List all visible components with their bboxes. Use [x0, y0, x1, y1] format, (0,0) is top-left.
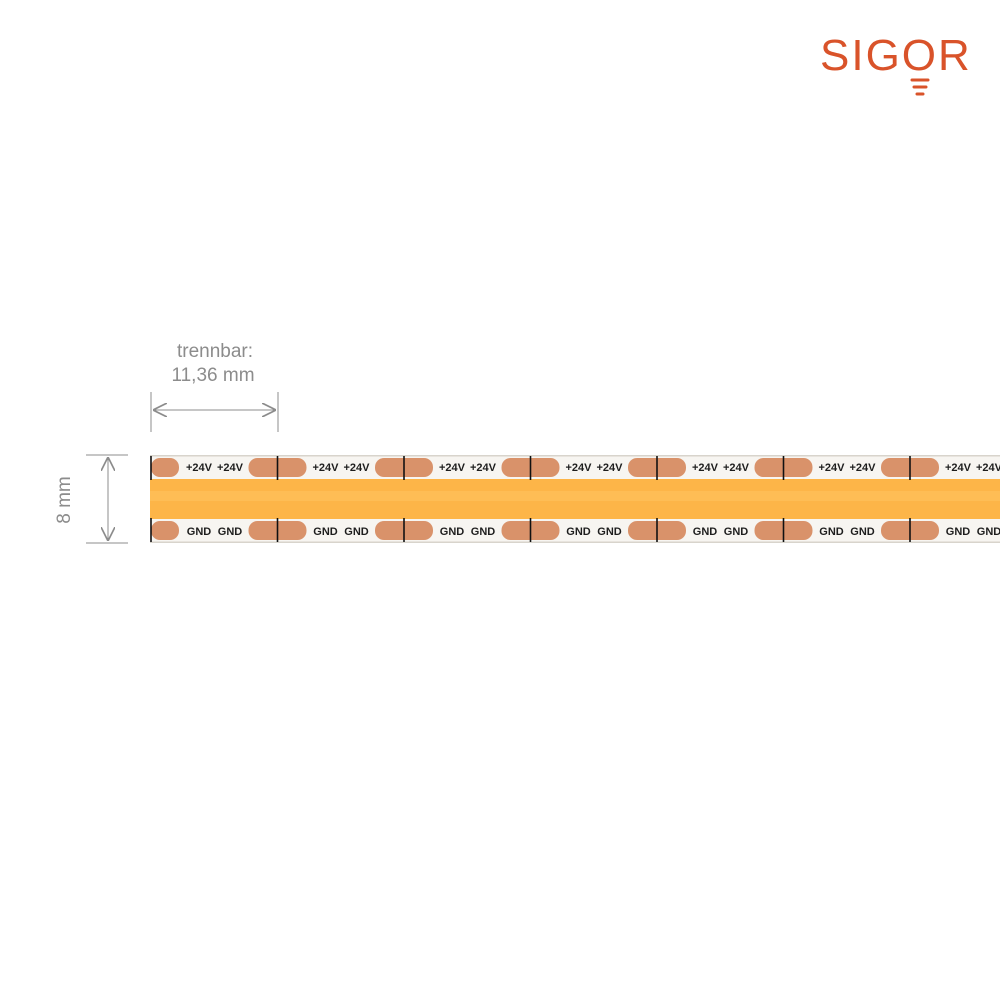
voltage-label: +24V: [597, 462, 624, 474]
cut-distance-annotation: trennbar: 11,36 mm: [150, 341, 279, 432]
ground-label: GND: [313, 526, 338, 538]
voltage-label: +24V: [344, 462, 371, 474]
ground-label: GND: [566, 526, 591, 538]
ground-label: GND: [946, 526, 971, 538]
ground-label: GND: [344, 526, 369, 538]
voltage-label: +24V: [692, 462, 719, 474]
voltage-label: +24V: [313, 462, 340, 474]
ground-label: GND: [187, 526, 212, 538]
sigor-logo: SIGOR: [820, 31, 972, 96]
voltage-label: +24V: [723, 462, 750, 474]
strip-width-label: 8 mm: [54, 476, 75, 524]
led-strip: +24V GND +24V GND +24V GND +24V GND +24V GND +24V G…: [150, 455, 1000, 543]
ground-label: GND: [440, 526, 465, 538]
voltage-label: +24V: [439, 462, 466, 474]
ground-label: GND: [850, 526, 875, 538]
cob-led-band: [150, 479, 1000, 519]
voltage-label: +24V: [186, 462, 213, 474]
ground-label: GND: [977, 526, 1000, 538]
solder-pad: [151, 458, 179, 477]
cut-distance-value: 11,36 mm: [171, 365, 254, 386]
cut-distance-label: trennbar:: [177, 341, 253, 362]
voltage-label: +24V: [819, 462, 846, 474]
voltage-label: +24V: [566, 462, 593, 474]
ground-label: GND: [724, 526, 749, 538]
width-annotation: 8 mm: [54, 454, 128, 544]
voltage-label: +24V: [850, 462, 877, 474]
pcb-edge-top: [150, 455, 1000, 457]
ground-label: GND: [597, 526, 622, 538]
cob-led-highlight: [150, 491, 1000, 501]
ground-label: GND: [218, 526, 243, 538]
bulb-icon: [910, 78, 930, 96]
sigor-logo-text: SIGOR: [820, 31, 972, 80]
voltage-label: +24V: [945, 462, 972, 474]
ground-label: GND: [693, 526, 718, 538]
voltage-label: +24V: [976, 462, 1000, 474]
solder-pad: [151, 521, 179, 540]
voltage-label: +24V: [470, 462, 497, 474]
ground-label: GND: [819, 526, 844, 538]
voltage-label: +24V: [217, 462, 244, 474]
strip-segments: +24V GND +24V GND +24V GND +24V GND +24V GND +24V G…: [150, 456, 1000, 542]
pcb-edge-bottom: [150, 541, 1000, 543]
ground-label: GND: [471, 526, 496, 538]
